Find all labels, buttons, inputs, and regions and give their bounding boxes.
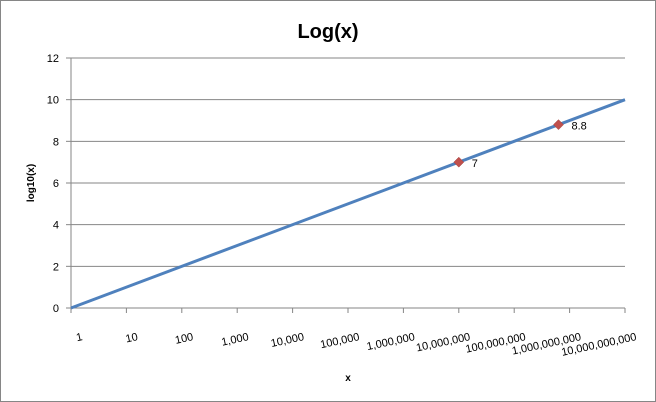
x-tick-label: 1,000: [220, 331, 249, 348]
y-axis-label: log10(x): [26, 164, 37, 202]
x-tick-label: 10: [125, 331, 139, 345]
y-tick-label: 2: [53, 261, 59, 273]
x-tick-label: 100,000: [319, 331, 360, 351]
y-tick-label: 10: [47, 95, 59, 107]
y-tick-label: 0: [53, 303, 59, 315]
x-tick-label: 10,000: [270, 331, 305, 350]
x-tick-label: 100: [174, 331, 194, 347]
x-axis-label: x: [345, 373, 351, 384]
y-tick-label: 6: [53, 178, 59, 190]
data-label: 8.8: [571, 121, 586, 133]
x-tick-label: 1,000,000: [366, 331, 416, 353]
data-point-marker: [453, 156, 465, 168]
y-tick-label: 12: [47, 53, 59, 65]
series-line: [70, 98, 626, 310]
chart-title: Log(x): [297, 21, 358, 43]
data-label: 7: [472, 158, 478, 170]
x-tick-label: 10,000,000: [415, 331, 471, 354]
data-point-marker: [553, 119, 564, 131]
y-tick-label: 4: [53, 220, 59, 232]
y-tick-label: 8: [53, 136, 59, 148]
x-tick-label: 1: [75, 331, 83, 344]
